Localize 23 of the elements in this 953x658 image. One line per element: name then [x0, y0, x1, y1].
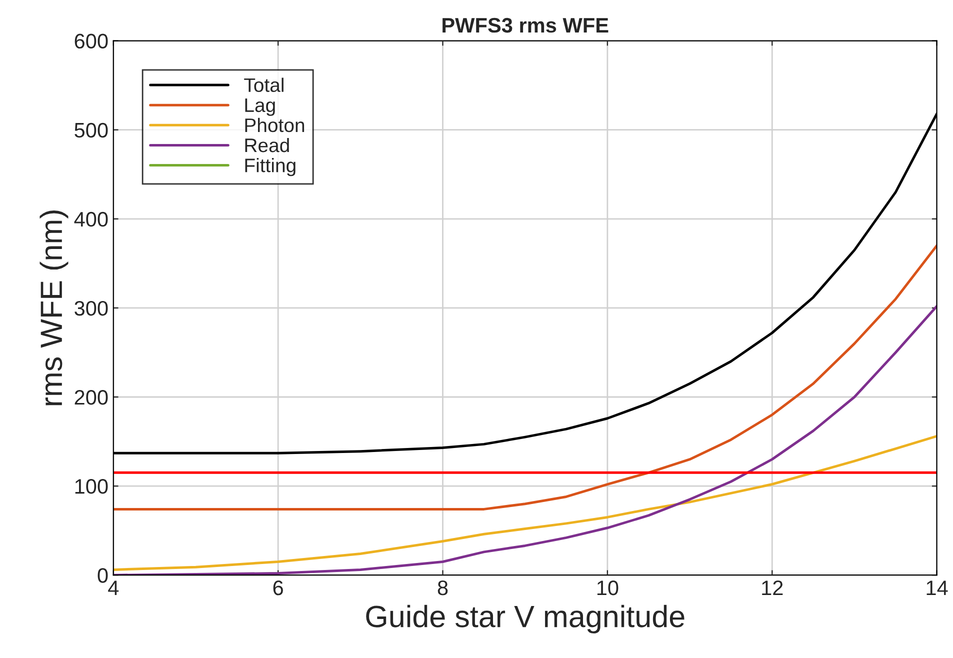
- legend-label: Total: [244, 78, 284, 92]
- x-tick-label: 10: [597, 580, 618, 596]
- y-tick-label: 0: [98, 568, 108, 583]
- x-tick-label: 8: [438, 580, 448, 596]
- y-tick-label: 500: [74, 122, 108, 138]
- line-series: [113, 244, 937, 510]
- x-axis-title: Guide star V magnitude: [366, 604, 684, 634]
- y-tick-label: 600: [74, 34, 108, 49]
- y-tick-label: 300: [74, 300, 108, 316]
- legend-label: Fitting: [245, 158, 296, 176]
- legend-label: Photon: [245, 118, 304, 132]
- y-tick-label: 100: [75, 479, 108, 494]
- line-series: [113, 434, 937, 571]
- y-tick-label: 200: [74, 390, 108, 405]
- x-tick-label: 12: [762, 580, 783, 596]
- legend-label: Lag: [245, 98, 275, 116]
- x-tick-label: 4: [108, 580, 119, 596]
- x-tick-label: 6: [273, 580, 283, 596]
- chart-title: PWFS3 rms WFE: [442, 18, 608, 33]
- legend-label: Read: [245, 138, 289, 152]
- y-tick-label: 400: [74, 212, 108, 227]
- x-tick-label: 14: [926, 580, 948, 596]
- y-axis-title: rms WFE (nm): [40, 210, 68, 406]
